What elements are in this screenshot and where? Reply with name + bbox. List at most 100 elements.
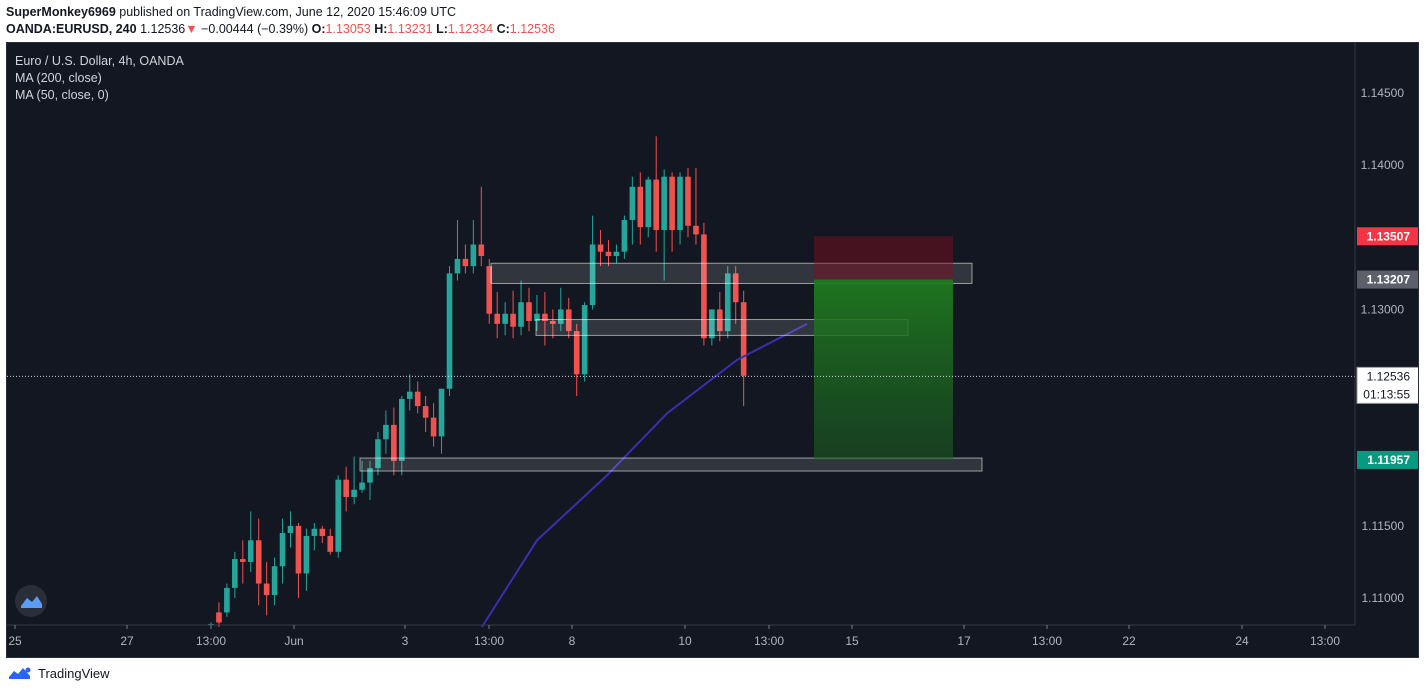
candle xyxy=(494,292,500,339)
candle-body xyxy=(581,305,588,375)
candle-body xyxy=(311,528,318,536)
time-tick-label: 13:00 xyxy=(754,634,784,648)
candle xyxy=(454,219,461,281)
candle-body xyxy=(605,251,612,257)
candles-group xyxy=(208,136,747,627)
candle xyxy=(653,136,659,252)
candle xyxy=(558,287,564,332)
candle-body xyxy=(717,309,723,332)
candle xyxy=(430,403,437,447)
candle xyxy=(717,292,723,342)
stop-price-label: 1.13507 xyxy=(1367,229,1411,243)
candle xyxy=(677,172,683,245)
candle xyxy=(446,266,453,396)
candle xyxy=(263,561,270,616)
candle xyxy=(255,518,262,606)
candle-body xyxy=(438,388,445,437)
candle xyxy=(669,172,675,252)
candle xyxy=(224,583,230,617)
tradingview-brand[interactable]: TradingView xyxy=(8,665,110,681)
close-label: C: xyxy=(496,22,510,36)
candle-body xyxy=(383,424,389,440)
candle xyxy=(359,460,365,493)
candle-body xyxy=(240,559,246,562)
stop-zone xyxy=(814,236,953,280)
candle-body xyxy=(327,535,334,552)
candle-body xyxy=(399,398,405,461)
change-arrow: ▼ xyxy=(185,22,198,36)
candle-body xyxy=(414,391,421,407)
candle-body xyxy=(693,225,699,235)
candle xyxy=(486,258,493,324)
candle-body xyxy=(510,313,516,327)
candle-body xyxy=(335,479,341,552)
candle xyxy=(343,466,349,512)
candle xyxy=(685,168,691,238)
candle-body xyxy=(359,482,365,490)
candle xyxy=(693,168,699,245)
time-tick-label: 17 xyxy=(957,634,971,648)
candle-body xyxy=(232,559,238,588)
candle-body xyxy=(573,331,580,375)
chart-panel[interactable]: 1.14500 1.14000 1.13000 1.11500 1.11000 1.135… xyxy=(6,42,1419,658)
candle xyxy=(383,410,389,454)
candle-body xyxy=(470,244,477,267)
candle-body xyxy=(446,273,453,389)
candle xyxy=(732,266,739,324)
tradingview-logo-icon xyxy=(9,667,31,679)
price-tick-label: 1.11000 xyxy=(1362,591,1405,605)
low-label: L: xyxy=(436,22,448,36)
candle-body xyxy=(406,391,413,399)
time-tick-label: 22 xyxy=(1122,634,1136,648)
candle xyxy=(438,388,445,454)
candle xyxy=(613,244,620,264)
sr-zone xyxy=(359,457,983,472)
candle xyxy=(589,215,596,310)
price-chart[interactable]: 1.14500 1.14000 1.13000 1.11500 1.11000 1.135… xyxy=(7,43,1419,658)
legend-ma50[interactable]: MA (50, close, 0) xyxy=(15,88,109,102)
candle-body xyxy=(677,176,683,231)
low-value: 1.12334 xyxy=(447,22,494,36)
time-tick-label: 24 xyxy=(1235,634,1249,648)
candle xyxy=(422,396,429,433)
candle-body xyxy=(247,540,254,562)
candle xyxy=(637,172,644,245)
candle xyxy=(327,528,334,555)
candle-body xyxy=(351,489,357,497)
publish-header: SuperMonkey6969 published on TradingView… xyxy=(0,0,1426,42)
candle xyxy=(287,511,294,548)
target-price-label-bg xyxy=(1357,450,1418,469)
legend-title: Euro / U.S. Dollar, 4h, OANDA xyxy=(15,54,184,68)
candle-body xyxy=(637,186,644,228)
time-tick-label: 15 xyxy=(845,634,859,648)
candle-body xyxy=(621,219,628,252)
candle-body xyxy=(287,525,294,534)
high-label: H: xyxy=(374,22,388,36)
open-label: O: xyxy=(311,22,326,36)
price-tick-label: 1.14500 xyxy=(1361,86,1405,100)
candle-body xyxy=(208,623,214,625)
candle-body xyxy=(709,309,715,339)
time-tick-label: 13:00 xyxy=(1310,634,1340,648)
candle xyxy=(724,266,731,339)
stop-price-label-bg xyxy=(1357,227,1418,246)
time-tick-label: 10 xyxy=(678,634,692,648)
time-tick-label: 25 xyxy=(8,634,22,648)
chart-logo-bg xyxy=(15,585,47,617)
candle xyxy=(534,295,540,332)
candle xyxy=(597,230,604,267)
candle-body xyxy=(279,533,286,567)
candle-body xyxy=(597,244,604,252)
candle-body xyxy=(454,258,461,274)
candle xyxy=(621,215,628,259)
candle-body xyxy=(534,313,540,321)
candle-body xyxy=(685,176,691,226)
ma50-line xyxy=(481,322,808,628)
candle xyxy=(391,407,397,476)
author-name[interactable]: SuperMonkey6969 xyxy=(6,5,116,19)
candle xyxy=(375,432,381,476)
candle xyxy=(565,297,572,339)
publish-line: SuperMonkey6969 published on TradingView… xyxy=(6,5,456,19)
legend-ma200[interactable]: MA (200, close) xyxy=(15,71,102,85)
candle xyxy=(605,240,612,267)
